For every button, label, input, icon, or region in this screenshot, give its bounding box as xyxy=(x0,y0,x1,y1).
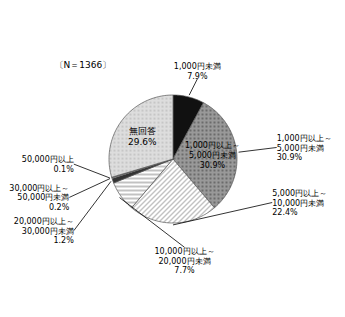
svg-text:5,000円以上～10,000円未満22.4%: 5,000円以上～10,000円未満22.4% xyxy=(272,189,327,217)
svg-text:1,000円以上～5,000円未満30.9%: 1,000円以上～5,000円未満30.9% xyxy=(277,134,332,162)
svg-text:20,000円以上～30,000円未満1.2%: 20,000円以上～30,000円未満1.2% xyxy=(14,217,74,245)
svg-text:1,000円以上～5,000円未満30.9%: 1,000円以上～5,000円未満30.9% xyxy=(185,141,240,169)
svg-text:50,000円以上0.1%: 50,000円以上0.1% xyxy=(22,155,74,174)
svg-text:〔N＝1366〕: 〔N＝1366〕 xyxy=(55,60,112,70)
svg-text:10,000円以上～20,000円未満7.7%: 10,000円以上～20,000円未満7.7% xyxy=(155,247,215,275)
svg-text:1,000円未満7.9%: 1,000円未満7.9% xyxy=(174,62,221,81)
svg-text:無回答29.6%: 無回答29.6% xyxy=(128,126,157,147)
svg-text:30,000円以上～50,000円未満0.2%: 30,000円以上～50,000円未満0.2% xyxy=(9,184,69,212)
